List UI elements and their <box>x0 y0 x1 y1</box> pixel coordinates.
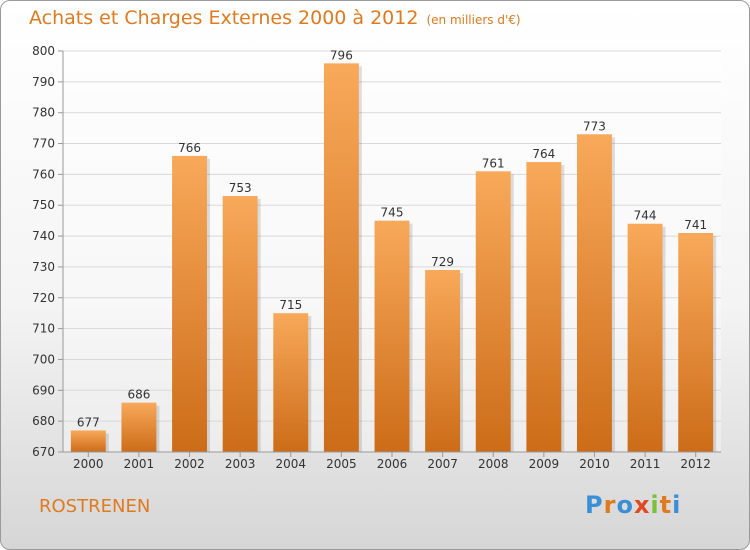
y-tick-label: 770 <box>32 137 55 151</box>
y-tick-label: 680 <box>32 414 55 428</box>
x-tick-label: 2001 <box>124 457 155 471</box>
x-tick-label: 2000 <box>73 457 104 471</box>
bar <box>576 134 612 453</box>
logo-letter: o <box>616 491 634 519</box>
x-tick-label: 2006 <box>377 457 408 471</box>
logo-letter: x <box>633 491 651 519</box>
x-tick-label: 2007 <box>427 457 458 471</box>
bar <box>172 155 208 452</box>
logo-letter: i <box>650 491 660 519</box>
x-tick-label: 2011 <box>630 457 661 471</box>
bar <box>70 430 106 452</box>
bar <box>678 232 714 452</box>
bar-value-label: 796 <box>330 48 353 62</box>
y-axis: 670 680 690 700 710 720 730 740 750 760 770 780 790 8… <box>32 44 64 459</box>
bar-value-label: 753 <box>229 181 252 195</box>
bar <box>222 195 258 452</box>
y-tick-label: 700 <box>32 352 55 366</box>
bar <box>475 171 511 453</box>
bar <box>323 63 359 452</box>
bar-value-label: 744 <box>634 209 657 223</box>
bar-value-label: 766 <box>178 141 201 155</box>
logo-letter: t <box>659 491 673 519</box>
y-tick-label: 790 <box>32 75 55 89</box>
bar-value-label: 773 <box>583 119 606 133</box>
bar-value-label: 764 <box>532 147 555 161</box>
bar <box>627 223 663 452</box>
x-tick-label: 2008 <box>478 457 509 471</box>
logo-letter: i <box>672 491 682 519</box>
y-tick-label: 740 <box>32 229 55 243</box>
bar <box>425 270 461 452</box>
y-tick-label: 670 <box>32 445 55 459</box>
bar-value-label: 686 <box>127 388 150 402</box>
x-tick-label: 2003 <box>225 457 256 471</box>
x-tick-label: 2009 <box>529 457 560 471</box>
chart-title: Achats et Charges Externes 2000 à 2012 (e… <box>29 7 521 29</box>
bar <box>273 313 309 452</box>
x-tick-label: 2010 <box>579 457 610 471</box>
y-tick-label: 730 <box>32 260 55 274</box>
x-tick-label: 2002 <box>174 457 205 471</box>
x-tick-label: 2004 <box>275 457 306 471</box>
logo-letter: P <box>585 491 604 519</box>
y-tick-label: 800 <box>32 44 55 58</box>
title-text: Achats et Charges Externes 2000 à 2012 <box>29 7 419 29</box>
x-tick-label: 2012 <box>680 457 711 471</box>
bar-value-label: 741 <box>684 218 707 232</box>
y-tick-label: 750 <box>32 198 55 212</box>
bar-value-label: 729 <box>431 255 454 269</box>
bar <box>374 220 410 452</box>
y-tick-label: 760 <box>32 167 55 181</box>
bar-value-label: 715 <box>279 298 302 312</box>
bar-value-label: 745 <box>381 206 404 220</box>
city-name: ROSTRENEN <box>39 496 151 517</box>
bars: 677 686 766 753 715 796 745 729 761 764 773 744 741 <box>70 48 717 453</box>
logo-letter: r <box>603 491 617 519</box>
y-tick-label: 690 <box>32 383 55 397</box>
x-tick-label: 2005 <box>326 457 357 471</box>
x-axis: 2000 2001 2002 2003 2004 2005 2006 2007 2008 2009… <box>63 451 721 471</box>
bar <box>526 162 562 453</box>
proxiti-logo[interactable]: Proxiti <box>585 491 681 519</box>
bar <box>121 402 157 452</box>
title-unit: (en milliers d'€) <box>426 13 521 27</box>
y-tick-label: 720 <box>32 291 55 305</box>
bar-value-label: 761 <box>482 156 505 170</box>
y-tick-label: 710 <box>32 322 55 336</box>
bar-value-label: 677 <box>77 415 100 429</box>
y-tick-label: 780 <box>32 106 55 120</box>
